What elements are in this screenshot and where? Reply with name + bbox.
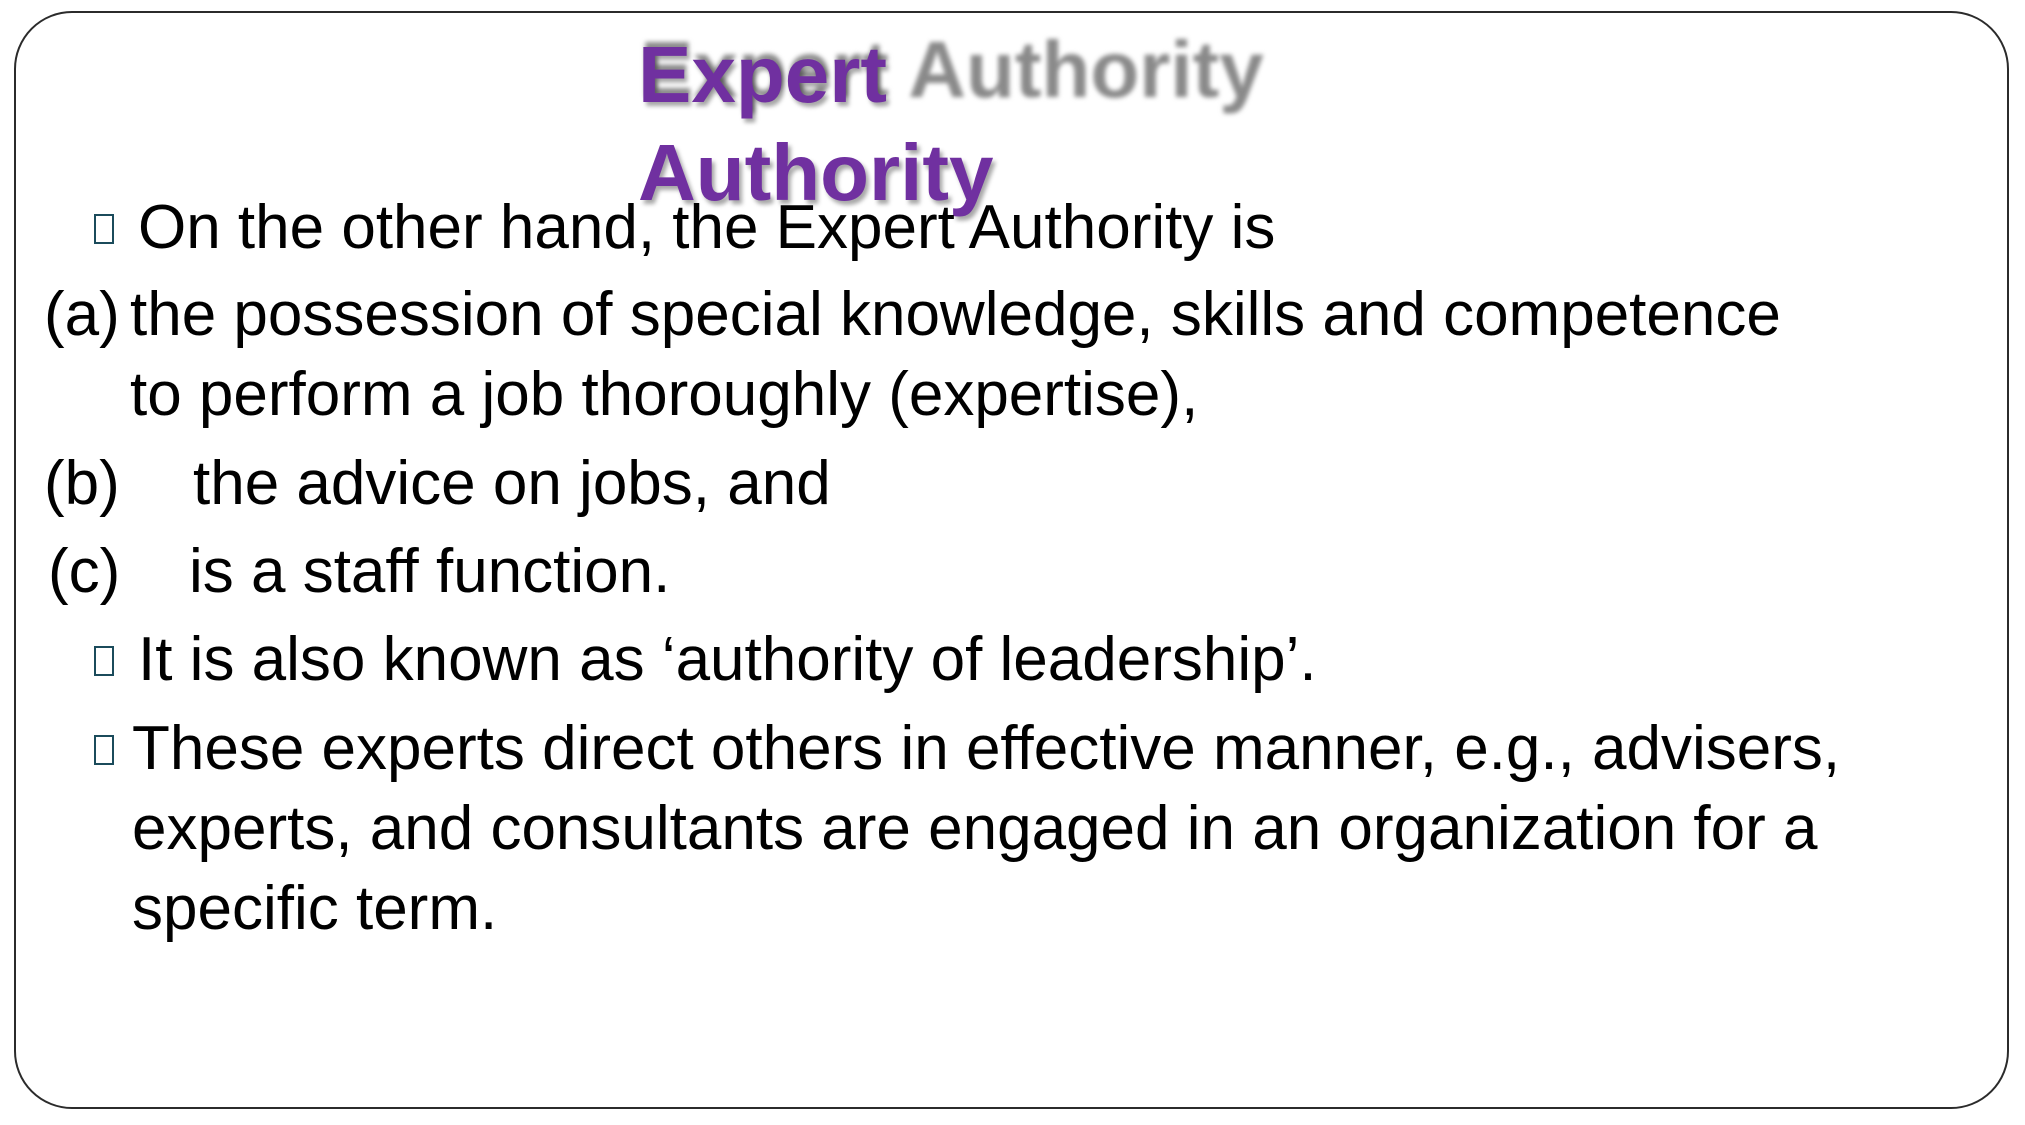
item-c-line-1: is a staff function. xyxy=(189,537,671,606)
bullet-3-line-2: experts, and consultants are engaged in … xyxy=(132,794,1818,863)
bullet-3-line-3: specific term. xyxy=(132,874,498,943)
slide-frame xyxy=(14,11,2009,1109)
item-a-line-2: to perform a job thoroughly (expertise), xyxy=(130,360,1199,429)
slide-title: Expert Authority xyxy=(638,26,1338,221)
intro-text: On the other hand, the Expert Authority … xyxy=(138,193,1276,262)
square-bullet-icon xyxy=(94,735,114,765)
item-c-marker: (c) xyxy=(48,537,121,606)
square-bullet-icon xyxy=(94,646,114,676)
item-b-line-1: the advice on jobs, and xyxy=(193,449,831,518)
item-a-line-1: the possession of special knowledge, ski… xyxy=(130,280,1781,349)
title-line-1: Expert xyxy=(638,30,887,119)
item-a-marker: (a) xyxy=(44,280,120,349)
title-line-2: Authority xyxy=(638,127,994,217)
bullet-3-line-1: These experts direct others in effective… xyxy=(132,714,1841,783)
square-bullet-icon xyxy=(94,214,114,244)
bullet-2-text: It is also known as ‘authority of leader… xyxy=(138,625,1317,694)
title-shadow: Expert Authority xyxy=(640,25,1264,114)
item-b-marker: (b) xyxy=(44,449,120,518)
